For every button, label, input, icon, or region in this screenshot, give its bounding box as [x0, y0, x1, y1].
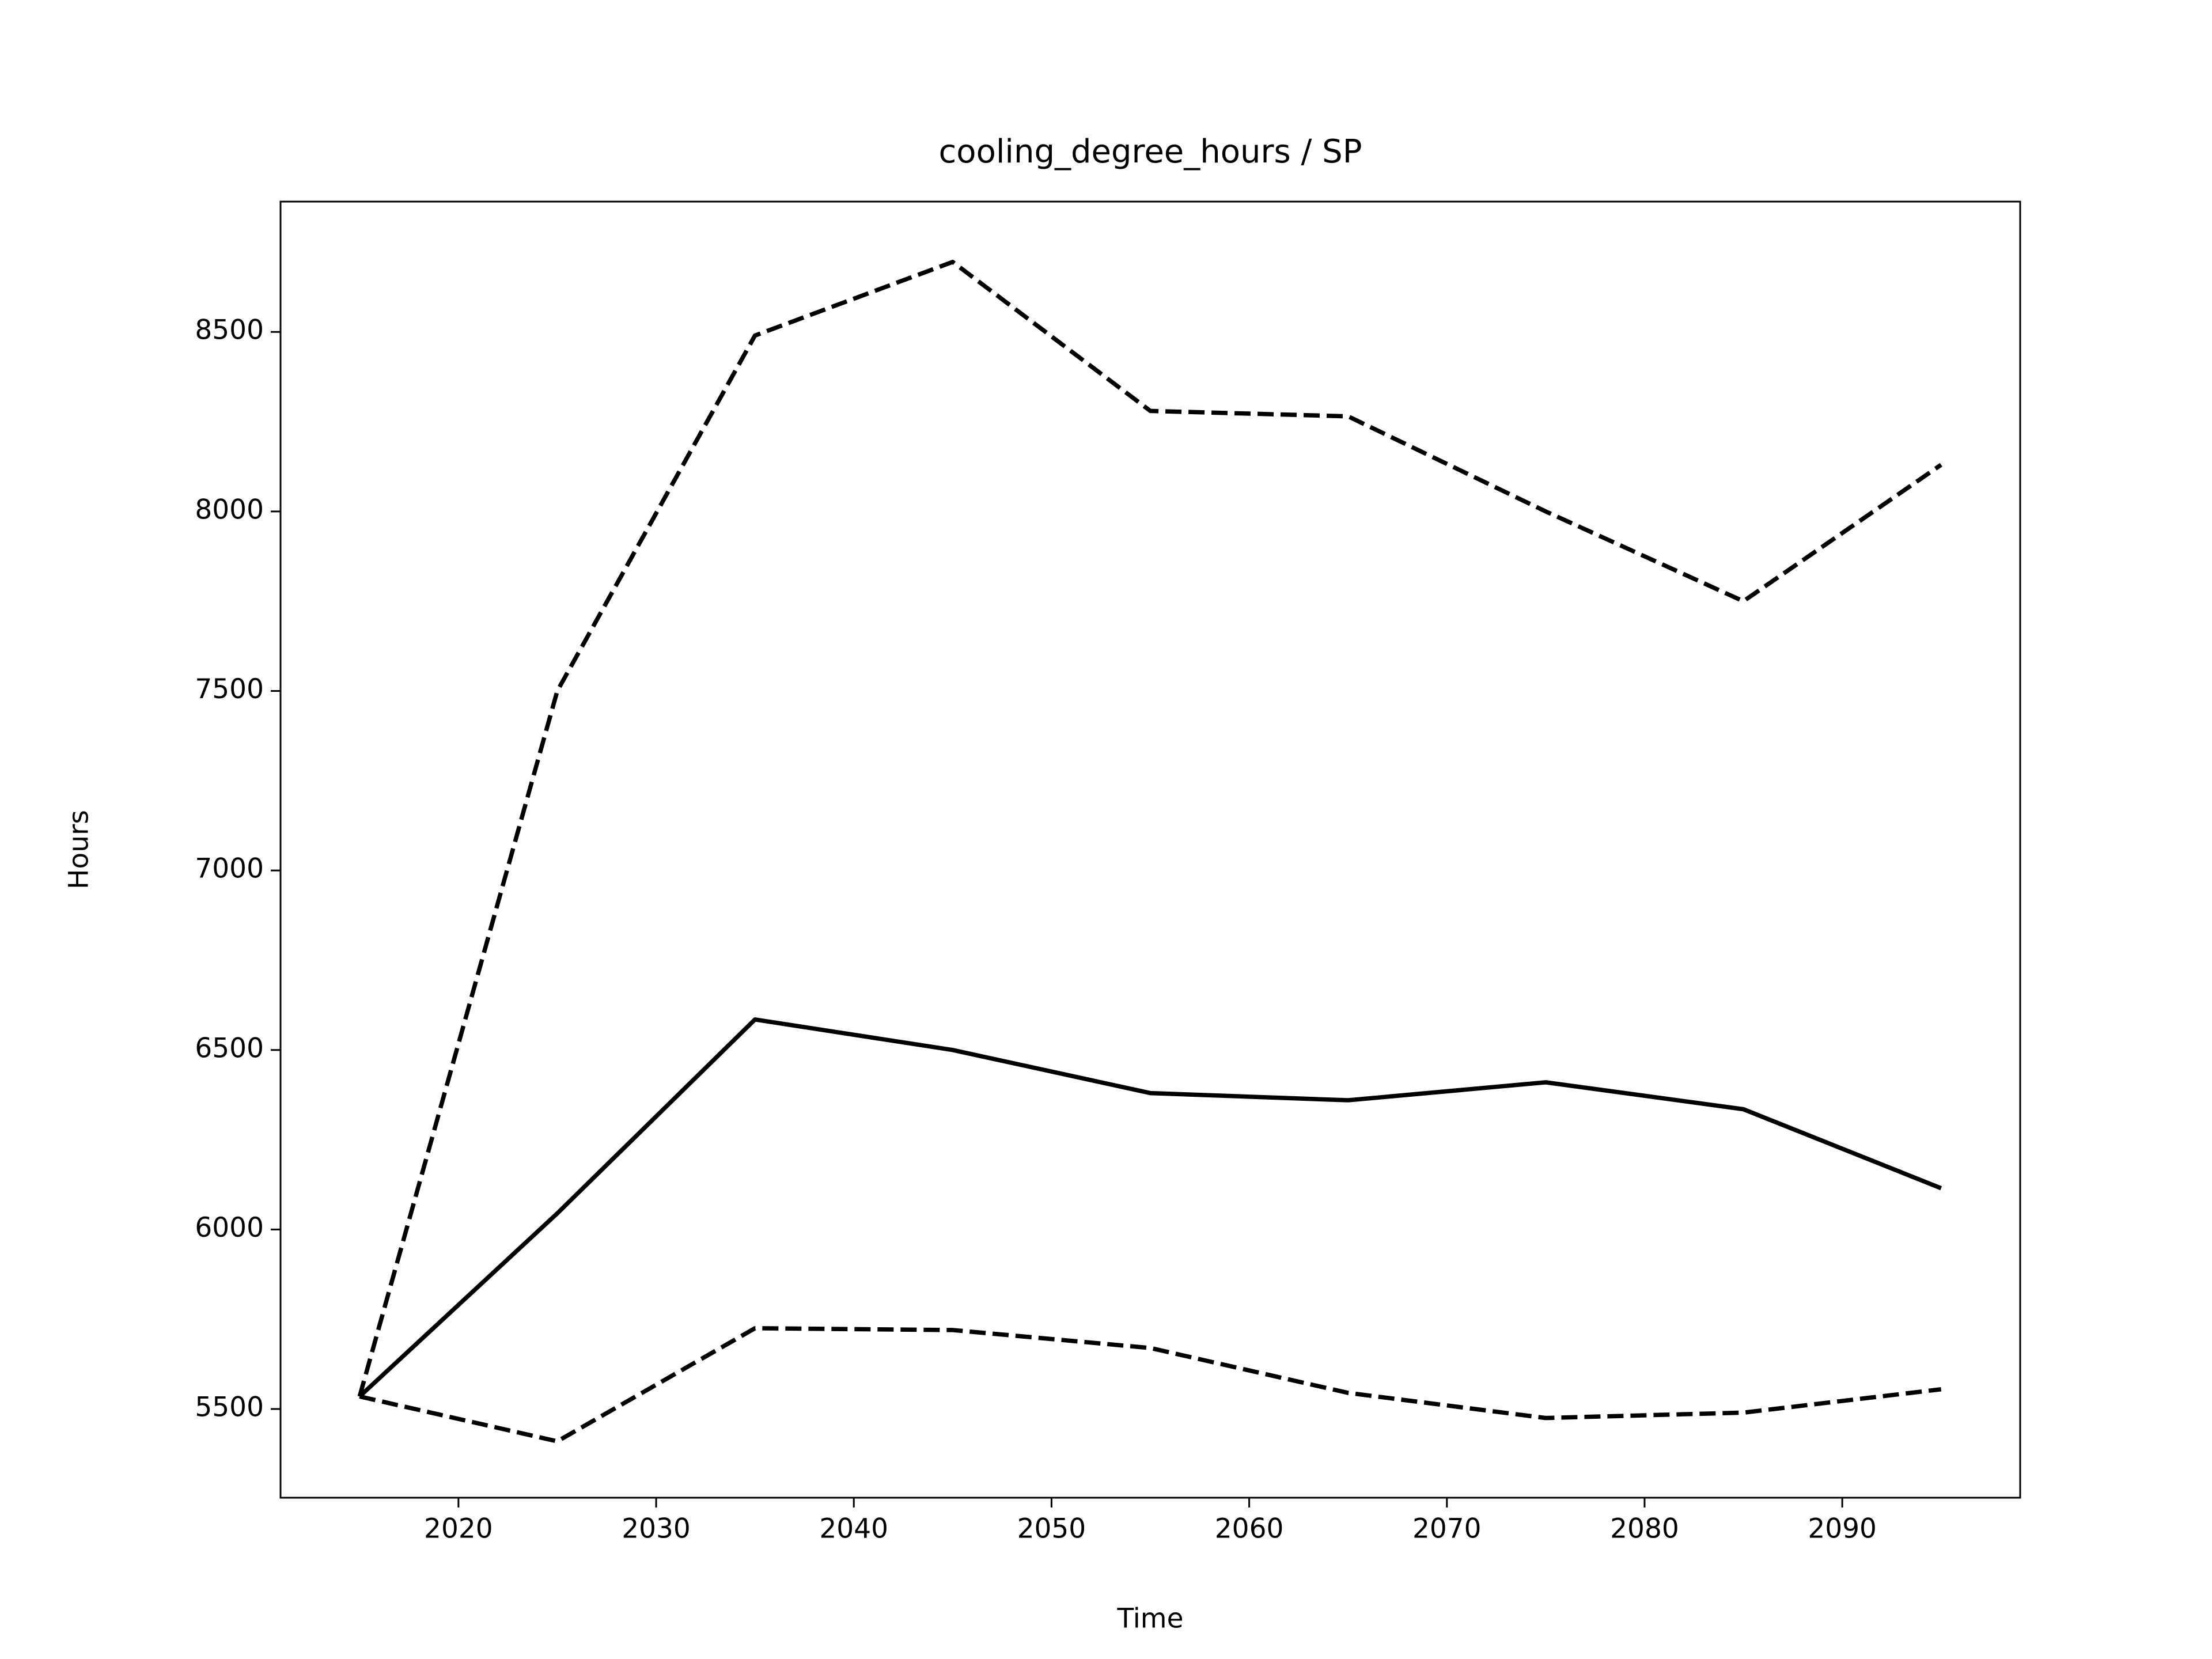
y-tick-label: 5500	[195, 1392, 264, 1423]
x-tick-label: 2040	[819, 1513, 888, 1545]
x-tick-label: 2030	[622, 1513, 691, 1545]
x-axis-label: Time	[1116, 1603, 1183, 1635]
x-tick-label: 2070	[1412, 1513, 1482, 1545]
plot-frame	[279, 200, 2021, 1499]
y-tick-label: 8000	[195, 494, 264, 525]
y-tick-label: 6000	[195, 1212, 264, 1244]
y-tick-label: 8500	[195, 315, 264, 346]
x-tick-label: 2020	[424, 1513, 493, 1545]
y-tick-label: 7500	[195, 673, 264, 705]
x-tick-label: 2060	[1215, 1513, 1284, 1545]
data-line	[357, 259, 1942, 1397]
x-tick-label: 2050	[1017, 1513, 1086, 1545]
data-line	[359, 1326, 1942, 1444]
y-tick-label: 6500	[195, 1032, 264, 1064]
y-tick-label: 7000	[195, 853, 264, 885]
data-line	[358, 1017, 1942, 1398]
chart-title: cooling_degree_hours / SP	[939, 133, 1362, 171]
x-tick-label: 2080	[1610, 1513, 1679, 1545]
y-axis-label: Hours	[63, 810, 95, 889]
x-tick-label: 2090	[1808, 1513, 1877, 1545]
